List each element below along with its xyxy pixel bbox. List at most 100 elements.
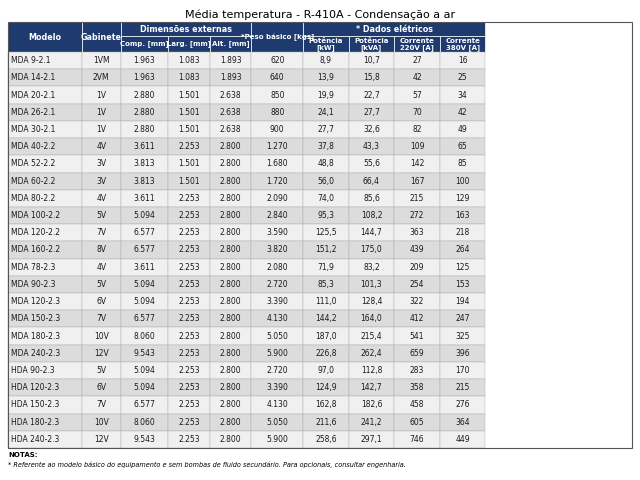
Text: 640: 640 <box>270 73 285 83</box>
Bar <box>82 396 121 414</box>
Text: 3.813: 3.813 <box>134 177 155 186</box>
Bar <box>252 52 303 69</box>
Bar <box>82 379 121 396</box>
Bar <box>303 259 349 276</box>
Bar <box>210 172 252 190</box>
Text: 2.253: 2.253 <box>178 418 200 427</box>
Text: 42: 42 <box>458 108 467 117</box>
Bar <box>303 431 349 448</box>
Bar <box>8 345 82 362</box>
Bar <box>252 190 303 207</box>
Text: 2.800: 2.800 <box>220 228 241 237</box>
Bar <box>303 207 349 224</box>
Bar <box>349 172 394 190</box>
Bar <box>303 396 349 414</box>
Bar <box>8 207 82 224</box>
Text: 1.270: 1.270 <box>266 142 288 151</box>
Bar <box>168 379 210 396</box>
Bar <box>121 259 168 276</box>
Text: 215,4: 215,4 <box>361 332 382 341</box>
Bar <box>168 172 210 190</box>
Text: 70: 70 <box>412 108 422 117</box>
Bar <box>252 327 303 345</box>
Text: 2.253: 2.253 <box>178 194 200 203</box>
Bar <box>349 431 394 448</box>
Bar <box>121 52 168 69</box>
Text: 1.501: 1.501 <box>178 177 200 186</box>
Text: 4.130: 4.130 <box>266 314 288 324</box>
Bar <box>82 138 121 156</box>
Bar <box>121 276 168 293</box>
Text: 2.080: 2.080 <box>266 263 288 272</box>
Bar <box>168 156 210 172</box>
Text: 100: 100 <box>455 177 470 186</box>
Text: 111,0: 111,0 <box>315 297 337 306</box>
Bar <box>394 86 440 104</box>
Bar <box>168 293 210 310</box>
Bar <box>121 172 168 190</box>
Bar <box>121 22 252 36</box>
Text: 82: 82 <box>412 125 422 134</box>
Text: 125,5: 125,5 <box>315 228 337 237</box>
Text: Alt. [mm]: Alt. [mm] <box>212 40 250 48</box>
Bar <box>121 86 168 104</box>
Bar <box>303 310 349 327</box>
Text: 2.800: 2.800 <box>220 263 241 272</box>
Text: 226,8: 226,8 <box>315 349 337 358</box>
Text: 3.611: 3.611 <box>134 194 155 203</box>
Text: 2.253: 2.253 <box>178 314 200 324</box>
Text: 5.094: 5.094 <box>133 383 156 392</box>
Bar <box>394 207 440 224</box>
Text: 2.253: 2.253 <box>178 211 200 220</box>
Bar <box>303 379 349 396</box>
Text: Potência: Potência <box>355 38 388 44</box>
Text: 3.611: 3.611 <box>134 142 155 151</box>
Text: 7V: 7V <box>96 314 106 324</box>
Text: 112,8: 112,8 <box>361 366 382 375</box>
Bar <box>82 172 121 190</box>
Text: 412: 412 <box>410 314 424 324</box>
Text: 1.083: 1.083 <box>178 73 200 83</box>
Text: 5V: 5V <box>96 280 106 289</box>
Bar <box>252 310 303 327</box>
Text: 262,4: 262,4 <box>361 349 382 358</box>
Text: 659: 659 <box>410 349 424 358</box>
Text: 66,4: 66,4 <box>363 177 380 186</box>
Bar <box>394 69 440 86</box>
Bar <box>394 414 440 431</box>
Bar <box>252 207 303 224</box>
Bar <box>440 52 485 69</box>
Bar <box>210 396 252 414</box>
Bar <box>349 52 394 69</box>
Bar <box>440 345 485 362</box>
Bar <box>8 293 82 310</box>
Bar <box>8 156 82 172</box>
Bar <box>252 224 303 241</box>
Text: 5.094: 5.094 <box>133 211 156 220</box>
Bar <box>440 121 485 138</box>
Text: 6.577: 6.577 <box>133 245 156 254</box>
Bar <box>168 190 210 207</box>
Text: 34: 34 <box>458 91 467 99</box>
Bar <box>168 69 210 86</box>
Bar <box>8 362 82 379</box>
Text: 380V [A]: 380V [A] <box>445 45 479 51</box>
Bar <box>168 259 210 276</box>
Bar <box>252 22 303 52</box>
Text: 6.577: 6.577 <box>133 228 156 237</box>
Bar <box>82 22 121 52</box>
Bar <box>210 241 252 259</box>
Bar <box>440 362 485 379</box>
Bar <box>252 121 303 138</box>
Bar <box>121 327 168 345</box>
Bar <box>303 241 349 259</box>
Text: 2.800: 2.800 <box>220 418 241 427</box>
Bar <box>8 121 82 138</box>
Bar <box>394 172 440 190</box>
Bar <box>168 224 210 241</box>
Bar <box>8 379 82 396</box>
Bar <box>8 22 632 448</box>
Bar <box>349 414 394 431</box>
Bar <box>252 293 303 310</box>
Bar <box>349 310 394 327</box>
